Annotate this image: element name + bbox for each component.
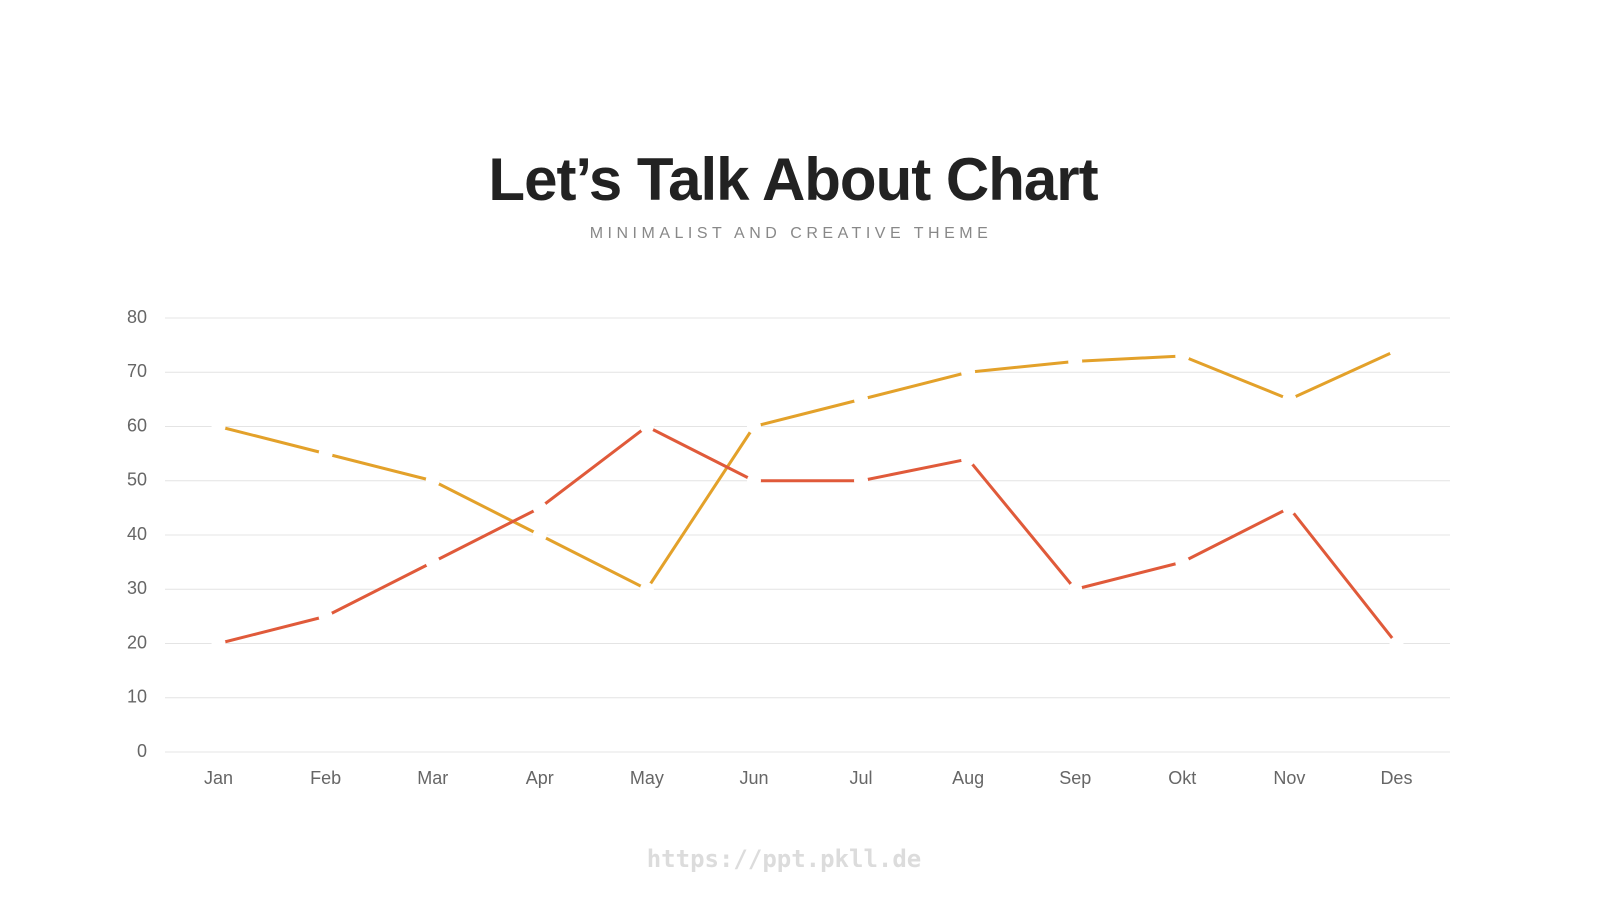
series-line [218, 425, 1398, 645]
point-marker [854, 473, 869, 488]
point-marker [211, 636, 226, 651]
x-tick-label: Aug [952, 768, 984, 788]
x-tick-label: Jun [739, 768, 768, 788]
point-marker [532, 500, 547, 515]
point-marker [425, 555, 440, 570]
y-tick-label: 60 [127, 415, 147, 435]
point-marker [639, 582, 654, 597]
y-tick-label: 80 [127, 307, 147, 327]
x-tick-label: Sep [1059, 768, 1091, 788]
x-tick-label: Okt [1168, 768, 1196, 788]
y-tick-label: 40 [127, 524, 147, 544]
point-marker [854, 392, 869, 407]
point-marker [211, 419, 226, 434]
point-marker [1389, 636, 1404, 651]
point-marker [746, 473, 761, 488]
point-marker [746, 419, 761, 434]
point-marker [425, 473, 440, 488]
point-marker [532, 528, 547, 542]
point-marker [961, 452, 976, 467]
point-marker [1175, 555, 1190, 570]
y-tick-label: 10 [127, 687, 147, 707]
x-tick-label: Jul [850, 768, 873, 788]
x-tick-label: Mar [417, 768, 448, 788]
y-tick-label: 30 [127, 578, 147, 598]
y-tick-label: 20 [127, 632, 147, 652]
chart-title: Let’s Talk About Chart [488, 146, 1098, 213]
point-marker [961, 365, 976, 380]
y-tick-label: 0 [137, 741, 147, 761]
x-tick-label: Apr [526, 768, 554, 788]
point-marker [1282, 392, 1297, 407]
x-tick-label: Nov [1273, 768, 1305, 788]
chart-subtitle: MINIMALIST AND CREATIVE THEME [590, 225, 993, 242]
point-marker [1068, 354, 1083, 369]
watermark: https://ppt.pkll.de [647, 845, 922, 873]
point-marker [318, 446, 333, 461]
y-tick-label: 70 [127, 361, 147, 381]
point-marker [1175, 348, 1190, 363]
point-marker [318, 609, 333, 624]
point-marker [1068, 582, 1083, 597]
point-marker [1282, 500, 1297, 515]
x-tick-label: May [630, 768, 664, 788]
x-tick-label: Jan [204, 768, 233, 788]
point-marker [639, 419, 654, 434]
x-tick-label: Des [1380, 768, 1412, 788]
series-line [218, 349, 1398, 591]
point-marker [1389, 343, 1404, 358]
x-tick-label: Feb [310, 768, 341, 788]
y-tick-label: 50 [127, 470, 147, 490]
